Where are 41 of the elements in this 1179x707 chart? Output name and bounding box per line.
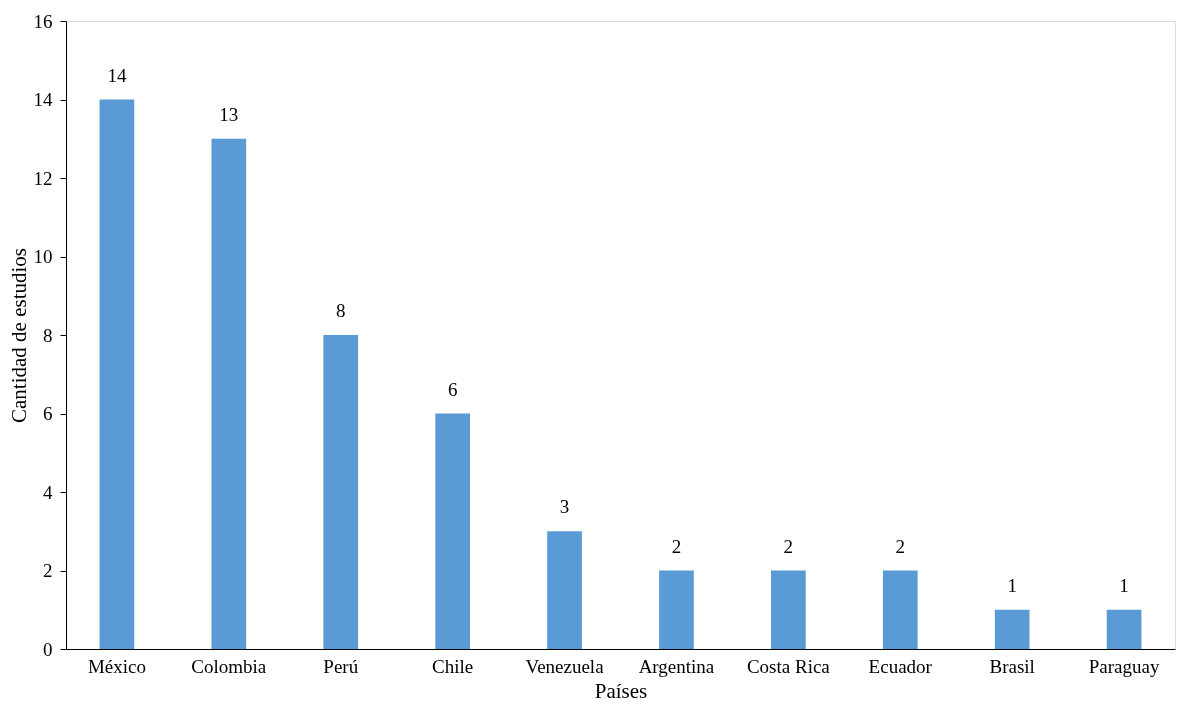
data-label: 1 [1119, 574, 1129, 596]
data-label: 1 [1007, 574, 1017, 596]
bar [659, 570, 694, 649]
data-label: 13 [219, 103, 239, 125]
bar [1106, 609, 1142, 649]
data-label: 8 [335, 300, 346, 321]
x-tick-label: Colombia [191, 655, 267, 677]
x-axis-title: Países [594, 678, 648, 703]
bar [994, 609, 1030, 649]
x-tick-label: Venezuela [525, 655, 605, 677]
x-tick-label: Costa Rica [746, 655, 831, 677]
y-tick-label: 12 [33, 167, 53, 189]
x-tick-label: México [87, 655, 146, 677]
data-label: 2 [671, 535, 682, 557]
data-label: 6 [447, 378, 458, 400]
x-tick-label: Ecuador [868, 655, 933, 677]
x-tick-label: Argentina [638, 655, 715, 677]
x-tick-label: Brasil [989, 655, 1035, 677]
y-tick-label: 16 [33, 10, 53, 32]
data-label: 14 [107, 64, 127, 86]
x-tick-label: Perú [323, 655, 359, 677]
bar [771, 570, 806, 649]
y-tick-label: 4 [43, 481, 53, 503]
y-tick-label: 10 [33, 246, 53, 267]
bar [211, 138, 247, 649]
data-label: 2 [783, 535, 794, 557]
x-tick-label: Paraguay [1088, 655, 1160, 677]
y-tick-label: 2 [43, 560, 53, 581]
x-tick-label: Chile [432, 655, 474, 677]
y-tick-label: 0 [43, 638, 53, 660]
data-label: 2 [895, 535, 906, 557]
bar [323, 335, 359, 649]
y-tick-label: 8 [43, 324, 53, 346]
y-axis-title: Cantidad de estudios [6, 248, 31, 423]
y-tick-label: 14 [33, 89, 53, 110]
bar [99, 99, 135, 649]
bar [435, 413, 470, 649]
y-tick-label: 6 [43, 403, 53, 424]
bar [882, 570, 918, 649]
bar [547, 531, 582, 649]
data-label: 3 [559, 496, 570, 518]
